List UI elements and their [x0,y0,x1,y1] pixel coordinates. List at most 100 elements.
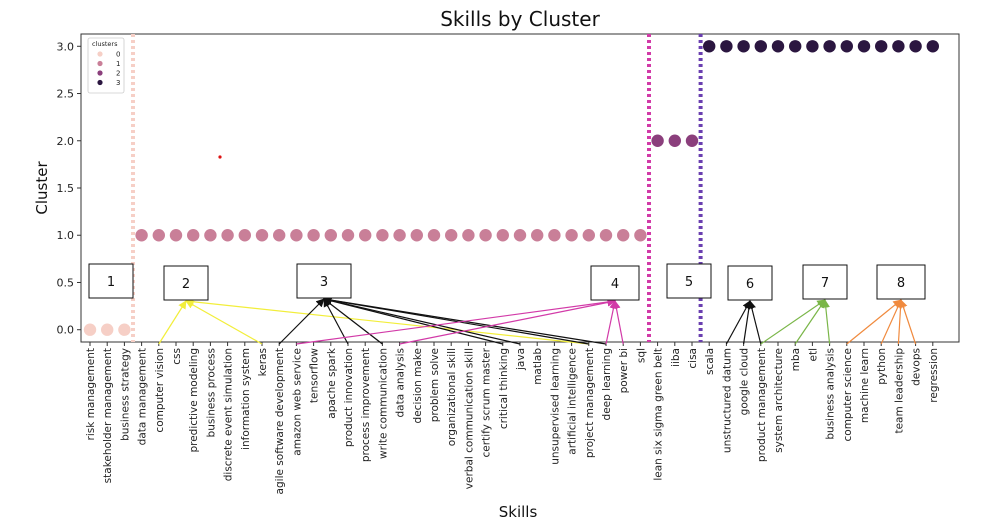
x-tick-label: artificial intelligence [567,348,579,455]
data-point [273,229,286,242]
data-point [410,229,423,242]
x-tick-label: regression [928,348,940,403]
legend-marker [97,51,103,57]
data-point [427,229,441,242]
data-point [875,40,888,53]
annotation-box [876,264,926,300]
annotation-arrow [323,296,521,345]
annotation-box [727,265,773,301]
x-tick-label: business process [205,348,217,437]
annotation-box [88,263,134,299]
x-tick-label: matlab [532,348,544,385]
data-points [83,40,939,336]
annotation-arrow [296,297,616,345]
x-tick-label: system architecture [773,348,785,453]
x-tick-label: deep learning [601,348,613,420]
legend-entry-label: 2 [116,70,120,78]
annotation-label: 6 [746,277,754,292]
legend-marker [97,60,103,67]
data-point [290,229,303,242]
x-tick-label: computer vision [154,348,166,433]
annotation-arrow [158,300,187,345]
x-tick-label: project management [584,348,596,458]
annotation-boxes: 1 2 3 4 5 6 7 8 [88,263,926,301]
annotation-label: 3 [320,275,328,290]
legend-entry-label: 0 [116,51,120,59]
annotation-arrow [880,299,902,345]
legend-marker [97,79,103,86]
data-point [531,229,544,242]
x-tick-label: etl [807,348,819,362]
x-tick-label: verbal communication skill [463,348,475,489]
data-point [909,40,922,53]
annotation-arrow [323,298,383,345]
x-tick-label: tensorflow [309,348,321,403]
data-point [118,323,131,336]
legend-entry-label: 1 [116,60,120,68]
x-tick-label: unstructured datum [721,348,733,453]
annotation-box [163,265,209,301]
annotation-arrow [185,297,589,345]
data-point [651,134,664,147]
x-tick-label: machine learn [859,348,871,423]
x-tick-label: apache spark [326,347,338,419]
x-tick-label: certify scrum master [481,347,493,457]
x-tick-label: data management [137,348,149,445]
data-point [703,40,716,53]
x-tick-label: information system [240,348,252,450]
data-point [376,229,389,242]
y-tick-label: 3.0 [57,40,75,53]
x-tick-label: process improvement [360,348,372,462]
annotation-label: 4 [611,277,619,292]
x-tick-label: business analysis [825,348,837,440]
data-point [393,229,406,242]
data-point [152,229,165,242]
data-point [668,134,681,147]
annotation-label: 2 [182,277,190,292]
x-tick-label: sql [635,348,647,363]
annotation-arrow [821,299,831,345]
data-point [479,229,492,242]
data-point [582,229,595,242]
annotation-arrow [605,300,618,345]
annotation-box [296,263,352,299]
legend: clusters 01 23 [87,37,125,94]
data-point [341,229,355,242]
data-point [634,229,647,242]
x-tick-label: java [515,348,527,371]
y-tick-label: 1.5 [57,182,75,195]
x-tick-label: business strategy [119,348,131,441]
x-axis-label: Skills [499,503,538,521]
x-tick-label: iiba [670,348,682,367]
annotation-arrow [760,299,826,345]
data-point [840,40,853,53]
x-tick-label: product management [756,348,768,462]
legend-frame [87,37,125,94]
legend-title: clusters [92,40,118,48]
x-tick-label: keras [257,348,269,376]
y-tick-label: 2.5 [57,88,75,101]
x-tick-label: risk management [85,348,97,440]
data-point [135,229,148,242]
annotation-arrow [185,300,263,345]
x-tick-label: decision make [412,348,424,423]
data-point [462,229,475,242]
data-point [617,229,630,242]
annotation-label: 8 [897,276,905,291]
data-point [754,40,767,53]
chart-title: Skills by Cluster [440,7,600,31]
x-tick-label: google cloud [739,348,751,415]
data-point [737,40,750,53]
data-point [101,323,114,336]
x-tick-label: amazon web service [291,348,303,456]
x-tick-label: mba [790,348,802,371]
data-point [926,40,939,53]
data-point [221,229,234,242]
data-point [771,40,785,53]
data-point [789,40,802,53]
x-tick-label: power bi [618,348,630,393]
x-tick-label: team leadership [893,348,905,434]
x-tick-label: critical thinking [498,348,510,429]
x-tick-label: predictive modeling [188,348,200,453]
data-point [187,229,200,242]
